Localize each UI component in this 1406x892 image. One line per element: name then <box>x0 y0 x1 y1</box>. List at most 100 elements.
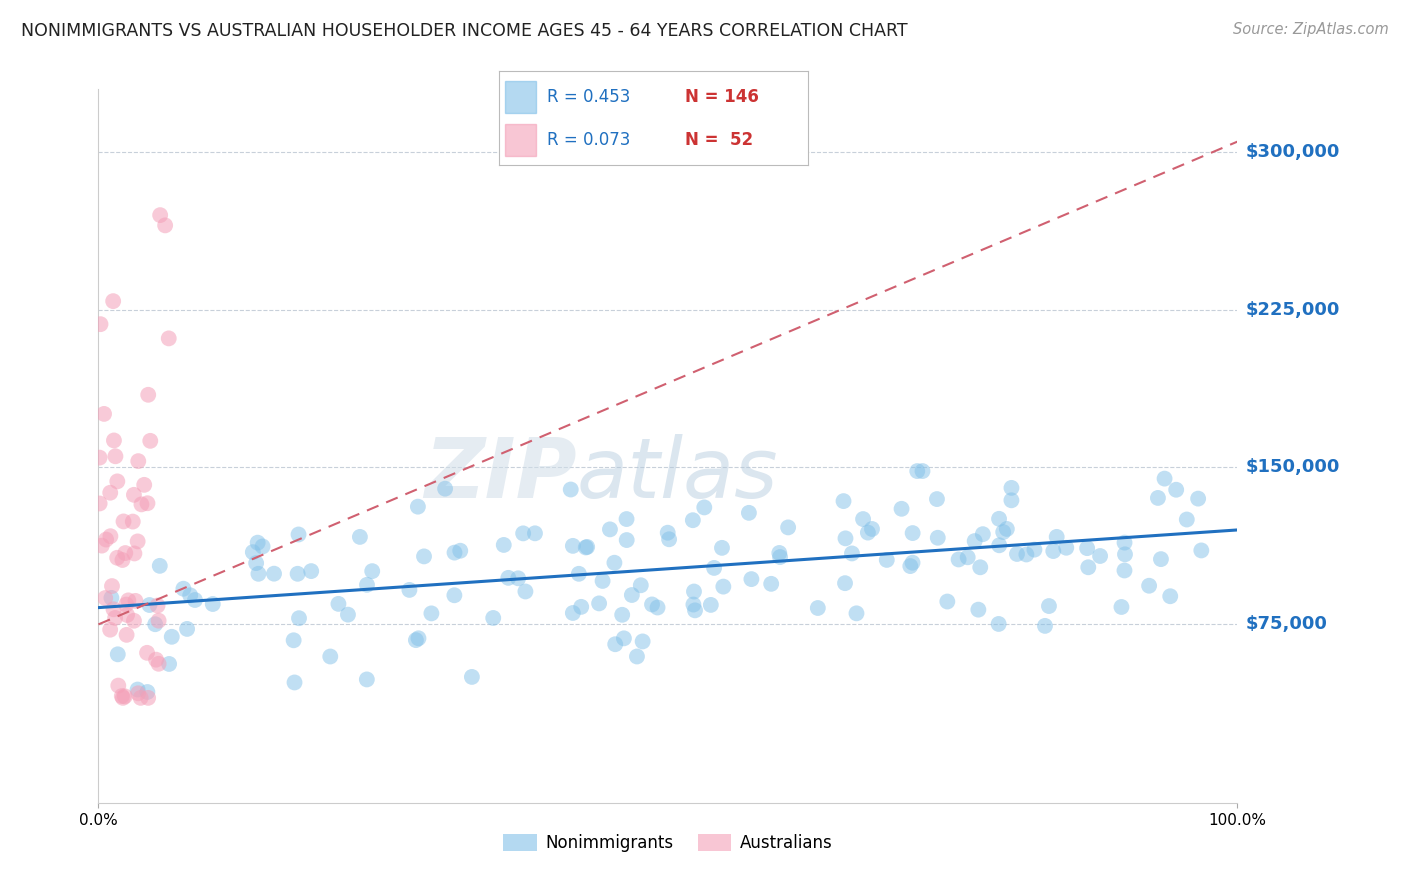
Point <box>461 670 484 684</box>
Point <box>398 582 420 597</box>
Point <box>901 556 924 570</box>
Point <box>603 556 626 570</box>
Text: ZIP: ZIP <box>425 434 576 515</box>
Point <box>405 633 427 648</box>
Point <box>508 571 530 585</box>
Point <box>927 531 949 545</box>
Point <box>876 553 898 567</box>
Point <box>630 578 652 592</box>
Point <box>149 208 172 222</box>
Point <box>834 576 856 591</box>
Point <box>361 564 384 578</box>
Point <box>693 500 716 515</box>
Point <box>616 512 638 526</box>
Point <box>1175 512 1198 526</box>
Point <box>1000 493 1022 508</box>
Point <box>925 491 948 506</box>
Point <box>1166 483 1188 497</box>
Point <box>89 317 111 331</box>
Point <box>1189 543 1212 558</box>
Point <box>995 522 1018 536</box>
Point <box>682 513 704 527</box>
Point <box>993 524 1015 539</box>
Point <box>1076 541 1098 556</box>
Point <box>287 527 309 541</box>
Point <box>114 690 136 704</box>
Point <box>911 464 934 478</box>
Point <box>287 566 309 581</box>
Point <box>299 564 322 578</box>
Point <box>172 582 194 596</box>
Point <box>245 556 267 570</box>
Point <box>738 506 761 520</box>
Point <box>179 588 201 602</box>
Point <box>124 594 146 608</box>
Point <box>832 494 855 508</box>
Point <box>127 534 149 549</box>
Point <box>1024 542 1046 557</box>
Point <box>157 657 180 671</box>
Point <box>103 434 125 448</box>
Point <box>145 653 167 667</box>
Point <box>443 588 465 602</box>
Point <box>121 515 143 529</box>
Point <box>136 685 159 699</box>
Point <box>107 679 129 693</box>
Point <box>413 549 436 564</box>
Point <box>988 512 1011 526</box>
Point <box>122 614 145 628</box>
Point <box>1114 547 1136 561</box>
Point <box>408 632 430 646</box>
Text: NONIMMIGRANTS VS AUSTRALIAN HOUSEHOLDER INCOME AGES 45 - 64 YEARS CORRELATION CH: NONIMMIGRANTS VS AUSTRALIAN HOUSEHOLDER … <box>21 22 908 40</box>
Point <box>136 388 159 402</box>
Point <box>115 607 138 622</box>
Point <box>247 566 270 581</box>
Point <box>616 533 638 547</box>
Point <box>246 535 269 549</box>
Point <box>100 529 122 543</box>
Point <box>845 607 868 621</box>
Point <box>1153 472 1175 486</box>
Point <box>969 560 991 574</box>
Point <box>936 594 959 608</box>
Point <box>131 497 153 511</box>
Point <box>1114 535 1136 549</box>
Point <box>134 478 156 492</box>
Point <box>740 572 762 586</box>
Text: $75,000: $75,000 <box>1246 615 1327 633</box>
Point <box>89 450 111 465</box>
Point <box>1187 491 1209 506</box>
Point <box>612 607 634 622</box>
Point <box>575 541 598 555</box>
Point <box>988 538 1011 552</box>
Point <box>105 475 128 489</box>
Point <box>898 559 921 574</box>
Point <box>129 690 152 705</box>
Text: $225,000: $225,000 <box>1246 301 1340 318</box>
Point <box>967 602 990 616</box>
Point <box>93 407 115 421</box>
Point <box>1033 619 1056 633</box>
Point <box>288 611 311 625</box>
Text: $300,000: $300,000 <box>1246 143 1340 161</box>
Text: Source: ZipAtlas.com: Source: ZipAtlas.com <box>1233 22 1389 37</box>
Point <box>710 541 733 555</box>
Point <box>972 527 994 541</box>
Point <box>576 540 599 554</box>
Point <box>1005 547 1028 561</box>
Point <box>283 633 305 648</box>
Point <box>252 540 274 554</box>
Point <box>711 580 734 594</box>
Point <box>1077 560 1099 574</box>
Point <box>114 546 136 560</box>
Point <box>1038 599 1060 613</box>
Point <box>328 597 350 611</box>
Point <box>143 617 166 632</box>
Point <box>89 496 111 510</box>
Point <box>901 526 924 541</box>
Point <box>90 539 112 553</box>
Point <box>626 649 648 664</box>
Point <box>146 599 169 613</box>
Point <box>807 601 830 615</box>
Point <box>157 331 180 345</box>
